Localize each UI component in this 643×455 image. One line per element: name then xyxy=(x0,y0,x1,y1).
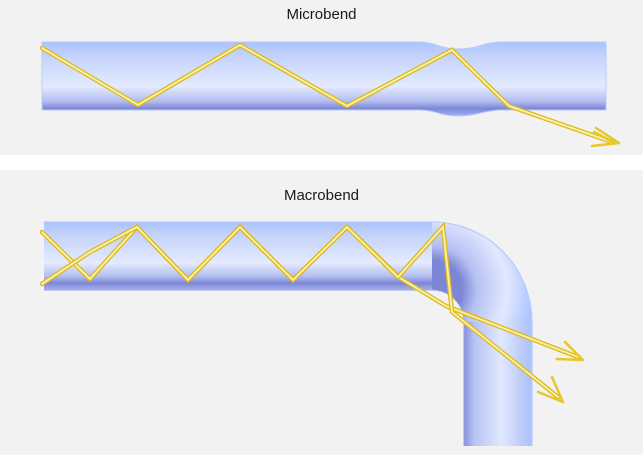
microbend-title: Microbend xyxy=(286,6,357,23)
macrobend-light-rays xyxy=(39,221,585,404)
macrobend-fiber-bend xyxy=(432,222,532,322)
macrobend-arrowhead-2 xyxy=(536,375,565,404)
microbend-panel: Microbend xyxy=(0,0,643,155)
macrobend-diagram xyxy=(39,221,585,446)
microbend-diagram xyxy=(39,41,621,148)
macrobend-fiber-vertical xyxy=(464,322,532,446)
macrobend-title: Macrobend xyxy=(283,187,360,204)
microbend-fiber xyxy=(41,41,607,117)
microbend-arrowhead xyxy=(590,126,621,148)
macrobend-arrowhead-1 xyxy=(555,340,585,362)
macrobend-panel: Macrobend xyxy=(0,170,643,455)
microbend-light-ray xyxy=(39,42,621,148)
